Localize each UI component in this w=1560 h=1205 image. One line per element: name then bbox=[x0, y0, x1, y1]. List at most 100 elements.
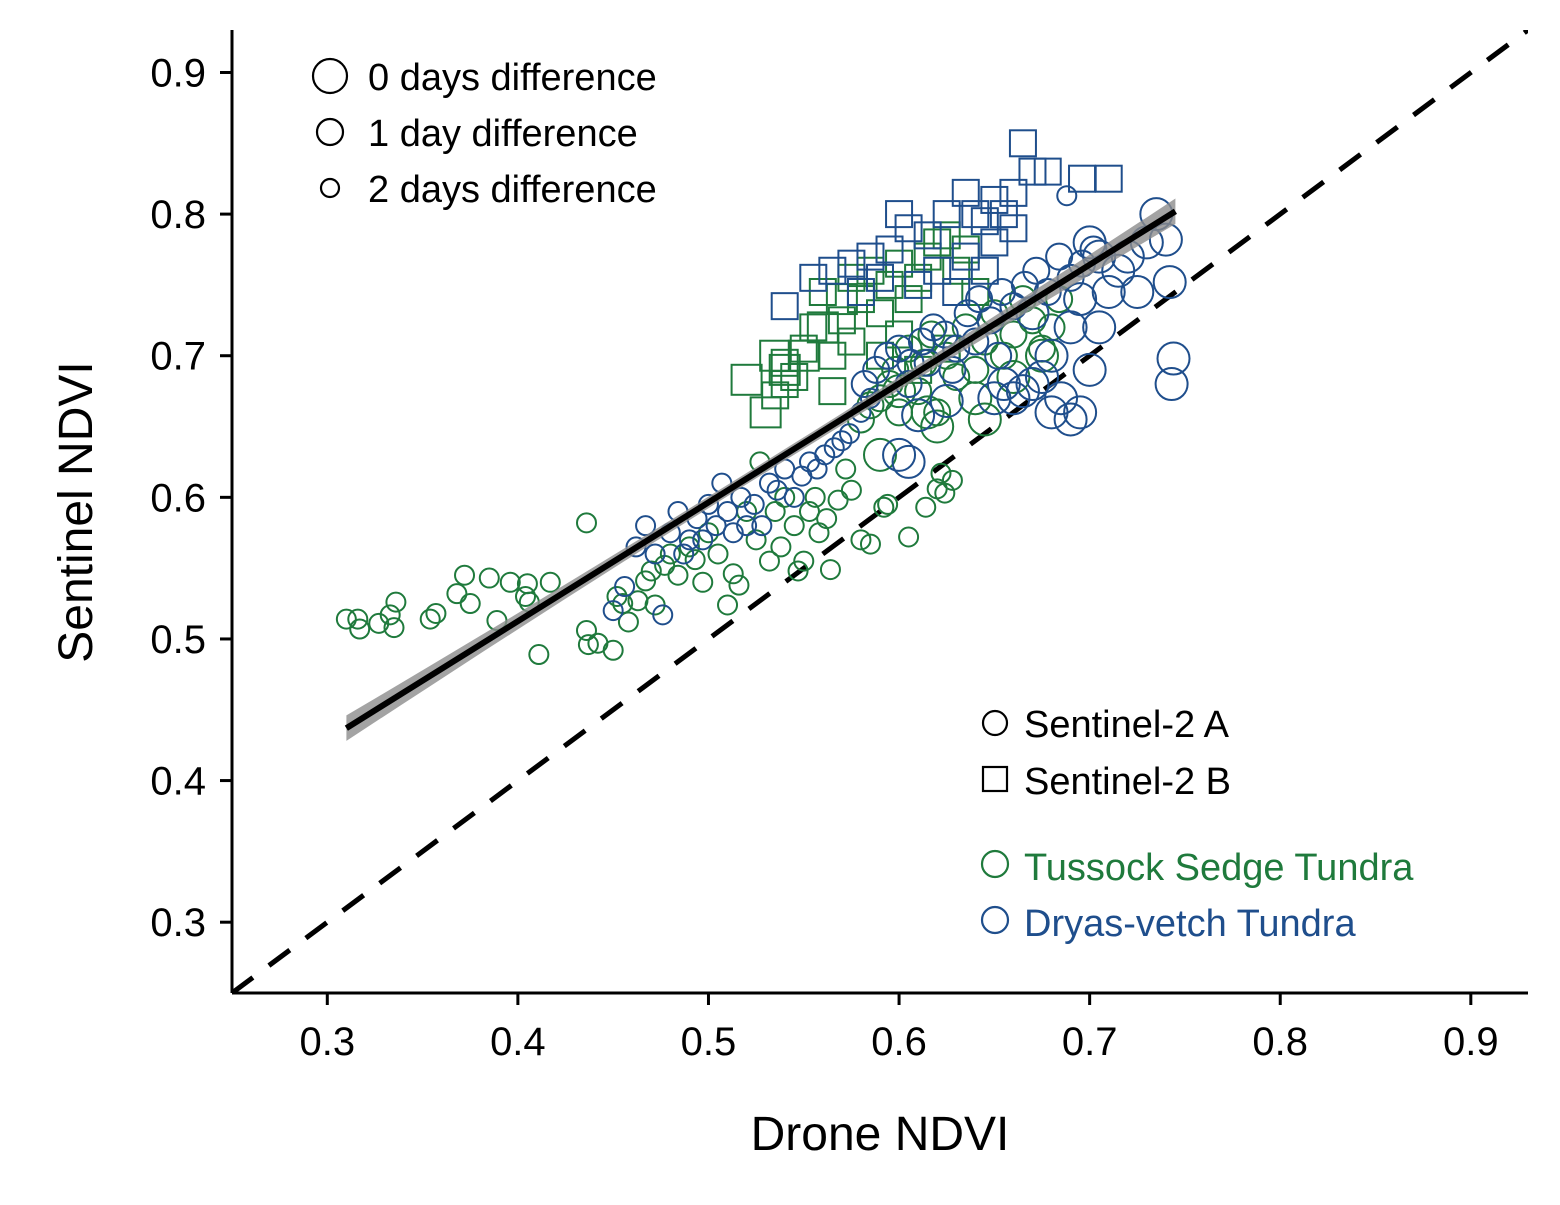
data-point bbox=[575, 512, 597, 534]
legend-sentinel-2a-label: Sentinel-2 A bbox=[1024, 704, 1230, 746]
legend-satellite: Sentinel-2 A Sentinel-2 B bbox=[981, 704, 1231, 803]
data-point bbox=[913, 242, 942, 271]
data-point bbox=[385, 591, 407, 613]
data-point bbox=[678, 536, 700, 558]
data-point bbox=[770, 292, 799, 321]
data-point bbox=[827, 306, 856, 335]
data-point bbox=[1156, 341, 1191, 376]
data-point bbox=[659, 543, 681, 565]
data-point bbox=[528, 644, 550, 666]
data-point bbox=[929, 384, 964, 419]
data-point bbox=[736, 515, 758, 537]
data-point bbox=[831, 430, 853, 452]
y-tick-label: 0.6 bbox=[150, 476, 206, 520]
legend-sentinel-2a-marker bbox=[981, 709, 1009, 737]
data-point bbox=[697, 522, 719, 544]
data-point bbox=[1056, 185, 1078, 207]
legend-1-day-marker bbox=[315, 117, 345, 147]
data-point bbox=[819, 559, 841, 581]
data-point bbox=[885, 200, 914, 229]
data-point bbox=[915, 496, 937, 518]
regression-line bbox=[344, 208, 1177, 731]
x-tick-label: 0.9 bbox=[1443, 1020, 1499, 1064]
data-point bbox=[446, 583, 468, 605]
plot-area bbox=[232, 30, 1528, 993]
data-point bbox=[783, 515, 805, 537]
data-point bbox=[818, 377, 847, 406]
data-point bbox=[678, 529, 700, 551]
data-point bbox=[942, 334, 971, 363]
data-point bbox=[602, 639, 624, 661]
data-point bbox=[970, 207, 999, 236]
data-point bbox=[478, 567, 500, 589]
data-point bbox=[984, 341, 1013, 370]
data-point bbox=[419, 608, 441, 630]
axes bbox=[230, 30, 1528, 995]
data-point bbox=[770, 348, 799, 377]
data-point bbox=[347, 608, 369, 630]
data-point bbox=[989, 200, 1018, 229]
data-point bbox=[1094, 164, 1123, 193]
data-point bbox=[866, 299, 894, 328]
data-point bbox=[934, 482, 956, 504]
y-tick-label: 0.4 bbox=[150, 760, 206, 804]
data-point bbox=[891, 444, 926, 479]
data-point bbox=[996, 381, 1031, 416]
data-point bbox=[758, 550, 780, 572]
y-tick-label: 0.3 bbox=[150, 901, 206, 945]
legend-vegetation: Tussock Sedge Tundra Dryas-vetch Tundra bbox=[980, 847, 1414, 945]
data-point bbox=[923, 228, 952, 257]
data-point bbox=[652, 604, 674, 626]
data-point bbox=[635, 515, 657, 537]
data-point bbox=[759, 339, 792, 372]
x-tick-label: 0.4 bbox=[490, 1020, 546, 1064]
x-tick-label: 0.3 bbox=[299, 1020, 355, 1064]
data-point bbox=[602, 600, 624, 622]
data-point bbox=[617, 611, 639, 633]
data-point bbox=[942, 256, 971, 285]
data-point bbox=[818, 256, 847, 285]
data-point bbox=[1005, 374, 1040, 409]
series-tussock bbox=[335, 221, 1074, 666]
data-point bbox=[749, 396, 782, 429]
data-point bbox=[783, 486, 805, 508]
data-point bbox=[862, 355, 891, 384]
data-point bbox=[846, 277, 875, 306]
legend-dryas-marker bbox=[980, 905, 1010, 935]
data-point bbox=[335, 608, 357, 630]
legend-2-days-marker bbox=[319, 177, 341, 199]
data-point bbox=[764, 501, 786, 522]
data-point bbox=[454, 564, 476, 586]
tick-marks bbox=[220, 70, 1473, 1005]
data-point bbox=[941, 469, 963, 491]
legend-sentinel-2b-label: Sentinel-2 B bbox=[1024, 761, 1231, 803]
data-point bbox=[942, 277, 971, 306]
data-point bbox=[640, 560, 662, 582]
data-point bbox=[942, 362, 971, 391]
data-point bbox=[986, 367, 1021, 402]
legend-date-difference: 0 days difference 1 day difference 2 day… bbox=[311, 57, 657, 211]
data-point bbox=[958, 381, 993, 416]
legend-tussock-label: Tussock Sedge Tundra bbox=[1024, 847, 1414, 889]
data-point bbox=[930, 462, 952, 484]
data-point bbox=[808, 277, 837, 306]
data-point bbox=[850, 529, 872, 551]
legend-dryas-label: Dryas-vetch Tundra bbox=[1024, 903, 1356, 945]
data-point bbox=[999, 320, 1028, 349]
data-point bbox=[980, 228, 1009, 257]
data-point bbox=[1152, 265, 1187, 300]
legend-2-days-label: 2 days difference bbox=[368, 169, 657, 211]
data-point bbox=[840, 479, 862, 501]
data-point bbox=[835, 458, 857, 480]
legend-1-day-label: 1 day difference bbox=[368, 113, 638, 155]
data-point bbox=[774, 486, 796, 508]
data-point bbox=[577, 634, 599, 656]
plot-marks bbox=[232, 30, 1528, 993]
data-point bbox=[823, 437, 845, 459]
data-point bbox=[923, 256, 952, 285]
data-point bbox=[1015, 367, 1050, 402]
data-point bbox=[999, 214, 1028, 243]
data-point bbox=[383, 617, 405, 639]
data-point bbox=[808, 522, 830, 544]
data-point bbox=[684, 549, 706, 571]
